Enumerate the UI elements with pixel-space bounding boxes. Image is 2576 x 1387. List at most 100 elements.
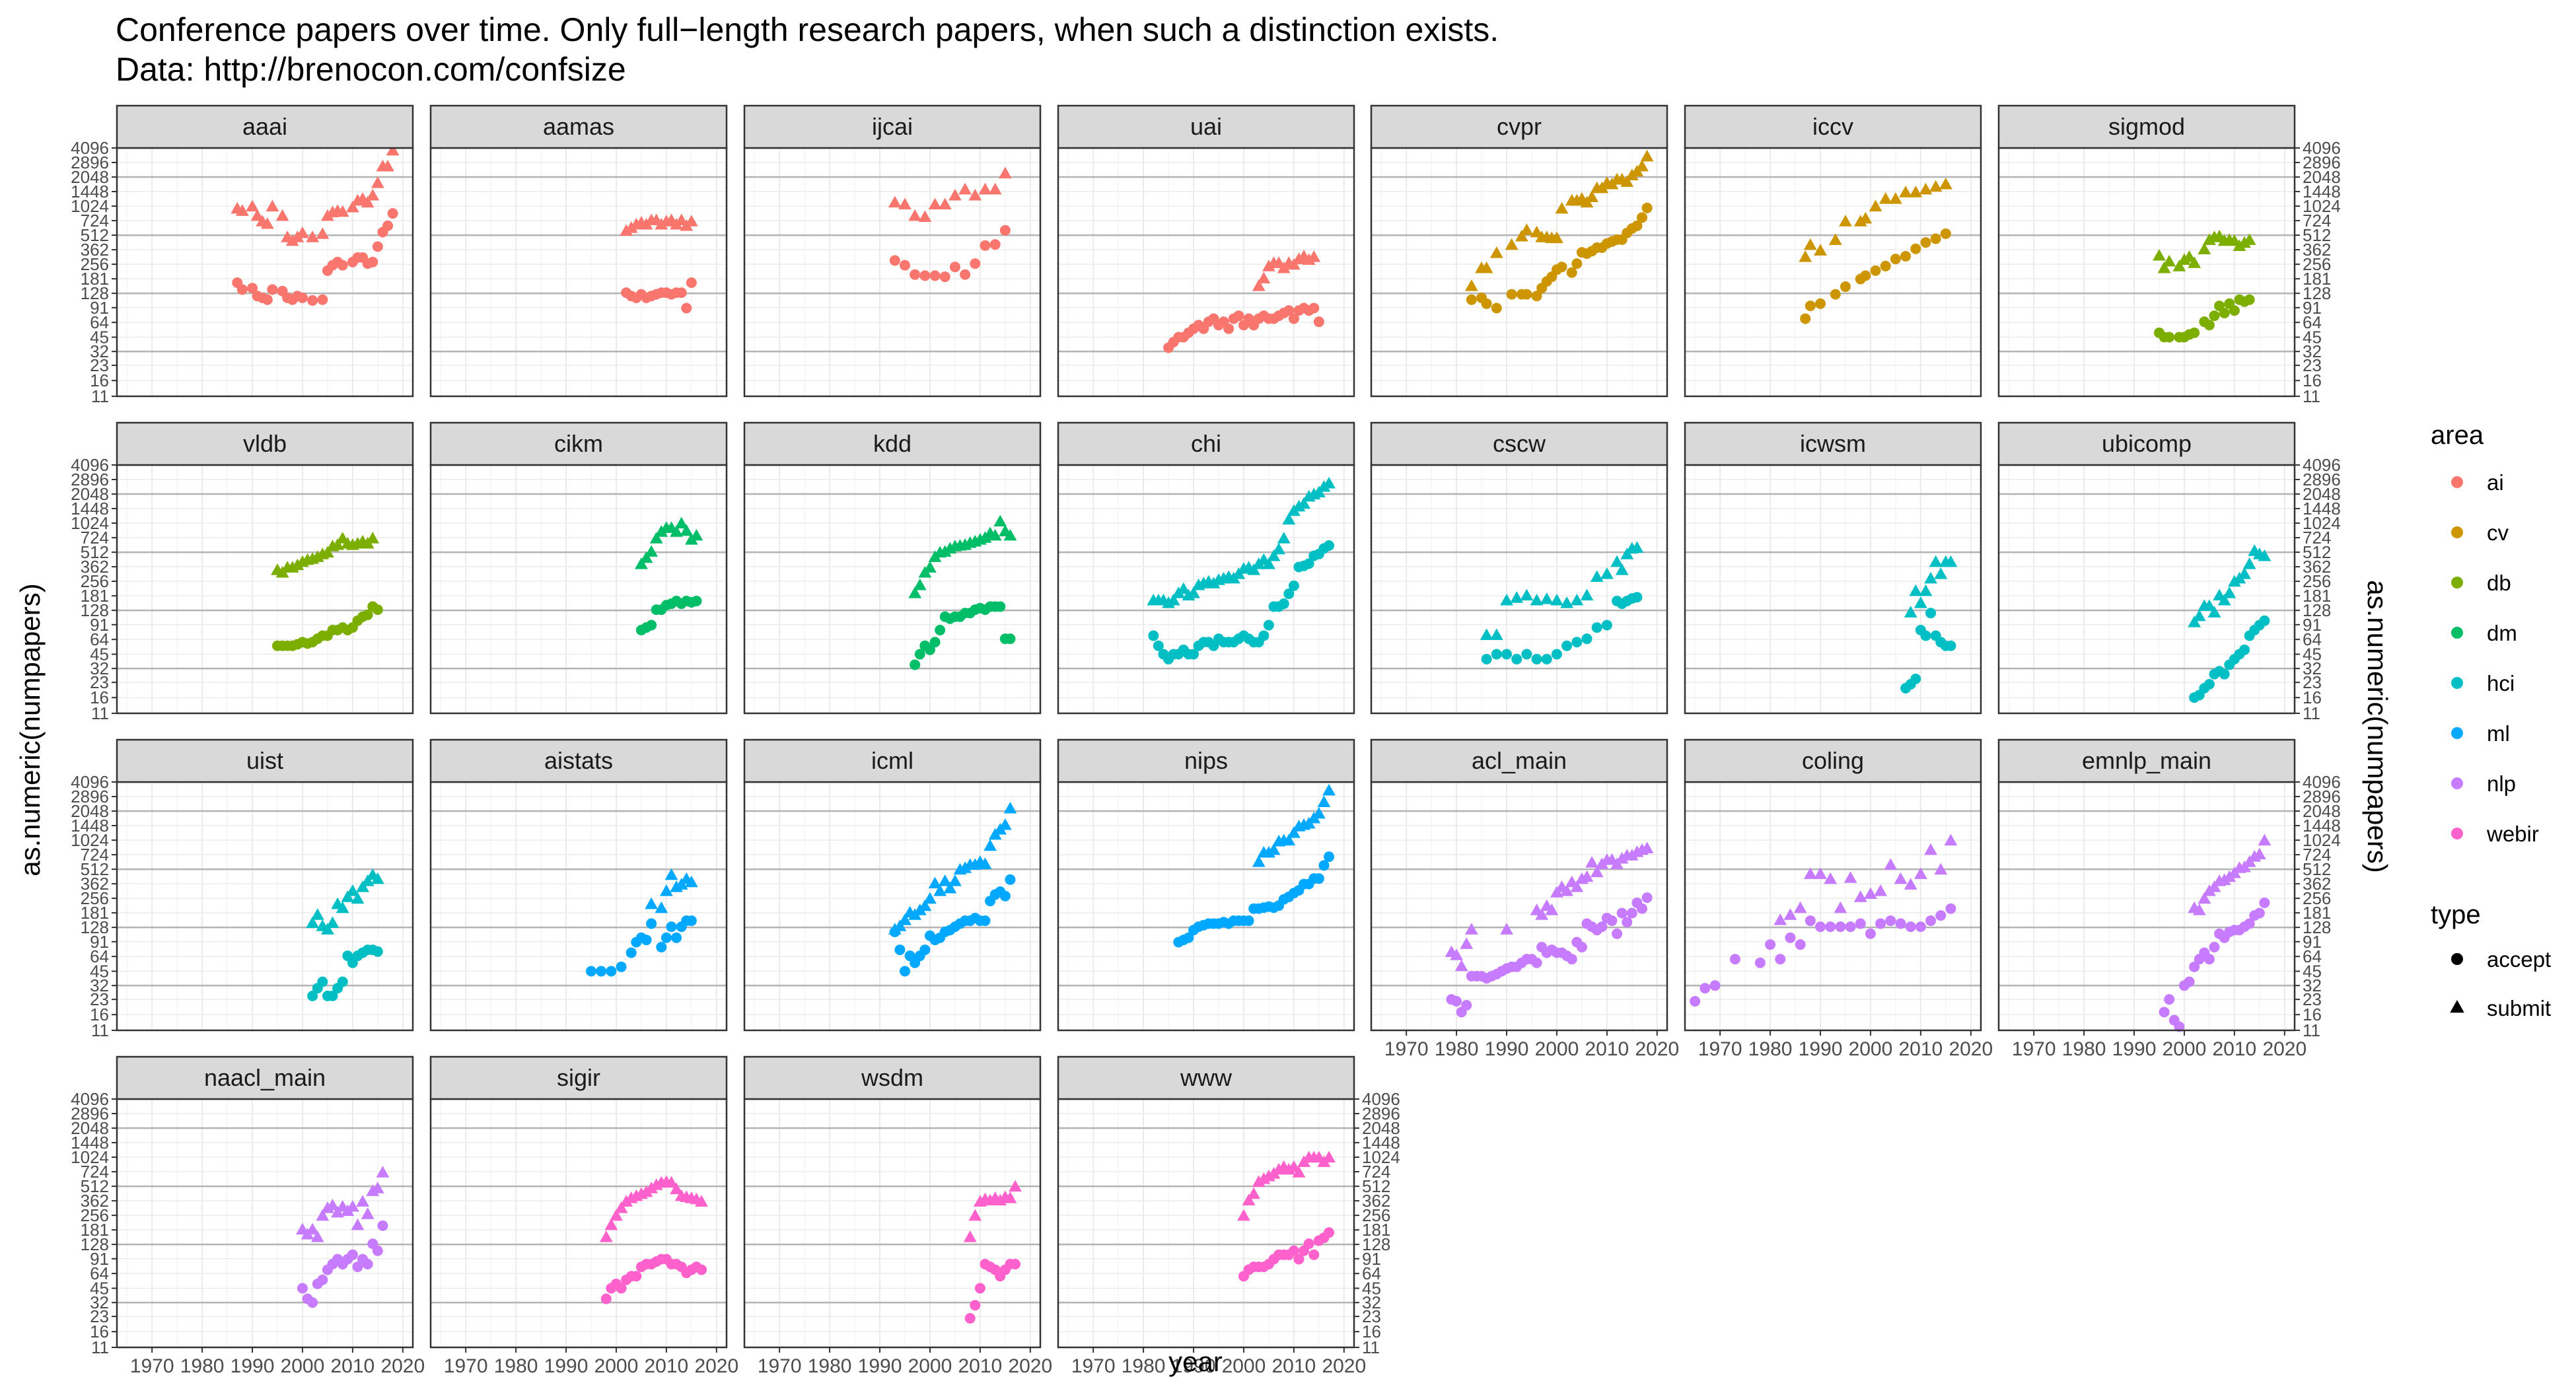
y-tick-label: 23 [90, 989, 109, 1009]
data-point-submit [351, 1218, 365, 1230]
data-point-accept [1815, 921, 1826, 933]
data-point-accept [1566, 954, 1577, 965]
y-tick-label: 128 [2303, 917, 2331, 937]
data-point-accept [382, 220, 394, 231]
y-tick-label: 91 [2303, 615, 2322, 635]
y-tick-label: 32 [2303, 341, 2322, 361]
facet-strip [1057, 421, 1355, 466]
y-tick-label: 64 [90, 629, 109, 649]
data-point-accept [1637, 903, 1648, 914]
data-point-accept [1233, 310, 1244, 322]
data-point-accept [372, 241, 383, 252]
y-tick-label: 128 [1362, 1234, 1390, 1254]
data-point-submit [1853, 890, 1867, 902]
y-tick-label: 1024 [71, 1147, 109, 1167]
data-point-submit [1009, 1180, 1022, 1192]
y-tick-label: 2048 [1362, 1118, 1400, 1138]
data-point-accept [960, 269, 971, 280]
data-point-accept [297, 292, 308, 303]
x-tick-label: 2000 [908, 1355, 952, 1377]
x-tick-label: 2010 [958, 1355, 1003, 1377]
data-point-accept [1324, 540, 1335, 551]
y-tick-label: 4096 [2303, 138, 2341, 158]
y-tick-label: 181 [2303, 586, 2331, 606]
y-tick-label: 91 [90, 615, 109, 635]
y-tick-label: 2048 [2303, 484, 2341, 504]
y-tick-label: 4096 [2303, 772, 2341, 792]
y-tick-label: 1448 [2303, 182, 2341, 201]
data-point-accept [600, 1293, 612, 1304]
data-point-accept [1541, 654, 1552, 665]
data-point-submit [670, 1182, 683, 1195]
data-point-accept [1183, 932, 1194, 943]
data-point-submit [1635, 159, 1649, 172]
data-point-submit [326, 1198, 340, 1211]
legend-item-cv: cv [2451, 520, 2509, 545]
facet-label: naacl_main [204, 1064, 326, 1091]
data-point-submit [2242, 557, 2256, 569]
legend-key-circle [2451, 627, 2463, 639]
x-tick-label: 1980 [1435, 1038, 1479, 1060]
data-point-accept [691, 595, 702, 606]
data-point-accept [262, 294, 273, 305]
data-point-submit [1889, 192, 1902, 204]
data-point-submit [1864, 887, 1877, 900]
data-point-submit [1570, 880, 1584, 892]
x-tick-label: 2010 [1899, 1038, 1943, 1060]
data-point-accept [247, 283, 258, 294]
data-point-accept [2164, 994, 2175, 1005]
data-point-accept [1606, 915, 1618, 927]
data-point-accept [2209, 941, 2220, 952]
data-point-accept [1845, 921, 1856, 933]
y-tick-label: 1024 [71, 830, 109, 850]
data-point-submit [1929, 180, 1943, 192]
facet-strip [429, 104, 728, 149]
data-point-submit [988, 528, 1002, 541]
data-point-submit [345, 1199, 359, 1212]
legend-label: hci [2487, 671, 2515, 695]
data-point-submit [1585, 190, 1599, 202]
facet-label: wsdm [861, 1064, 923, 1091]
y-tick-label: 362 [2303, 874, 2331, 894]
data-point-submit [888, 196, 902, 208]
y-tick-label: 91 [1362, 1249, 1381, 1269]
x-tick-label: 1990 [231, 1355, 275, 1377]
data-point-submit [1580, 870, 1594, 882]
data-point-accept [2244, 918, 2255, 929]
data-point-submit [998, 166, 1012, 179]
facet-strip [1057, 738, 1355, 783]
y-tick-label: 2896 [2303, 153, 2341, 172]
y-tick-label: 256 [2303, 571, 2331, 591]
panel-uist: uist 111623324564911281812563625127241024… [71, 738, 414, 1040]
data-point-submit [371, 176, 384, 188]
legend-title-area: area [2431, 421, 2484, 450]
data-point-accept [1800, 313, 1811, 324]
y-tick-label: 1448 [71, 182, 109, 201]
data-point-submit [1615, 563, 1629, 575]
data-point-submit [1904, 606, 1917, 618]
panel-cikm: cikm [429, 421, 728, 715]
data-point-submit [1277, 532, 1291, 544]
data-point-submit [1242, 1193, 1256, 1206]
y-tick-label: 1448 [2303, 816, 2341, 836]
data-point-submit [371, 872, 384, 884]
y-tick-label: 512 [81, 225, 109, 245]
legend-label: dm [2487, 621, 2517, 645]
data-point-accept [1815, 298, 1826, 309]
panel-background [1058, 465, 1354, 713]
data-point-accept [671, 932, 682, 943]
data-point-submit [635, 557, 648, 569]
y-tick-label: 16 [90, 371, 109, 390]
y-tick-label: 512 [2303, 225, 2331, 245]
y-tick-label: 362 [81, 557, 109, 577]
x-tick-label: 1970 [444, 1355, 488, 1377]
y-tick-label: 11 [91, 1020, 109, 1040]
data-point-submit [978, 857, 992, 869]
y-tick-label: 91 [90, 1249, 109, 1269]
data-point-accept [1910, 673, 1921, 684]
data-point-accept [1840, 281, 1851, 293]
x-tick-label: 1980 [1748, 1038, 1793, 1060]
x-tick-label: 1970 [1384, 1038, 1429, 1060]
data-point-accept [1900, 250, 1912, 262]
